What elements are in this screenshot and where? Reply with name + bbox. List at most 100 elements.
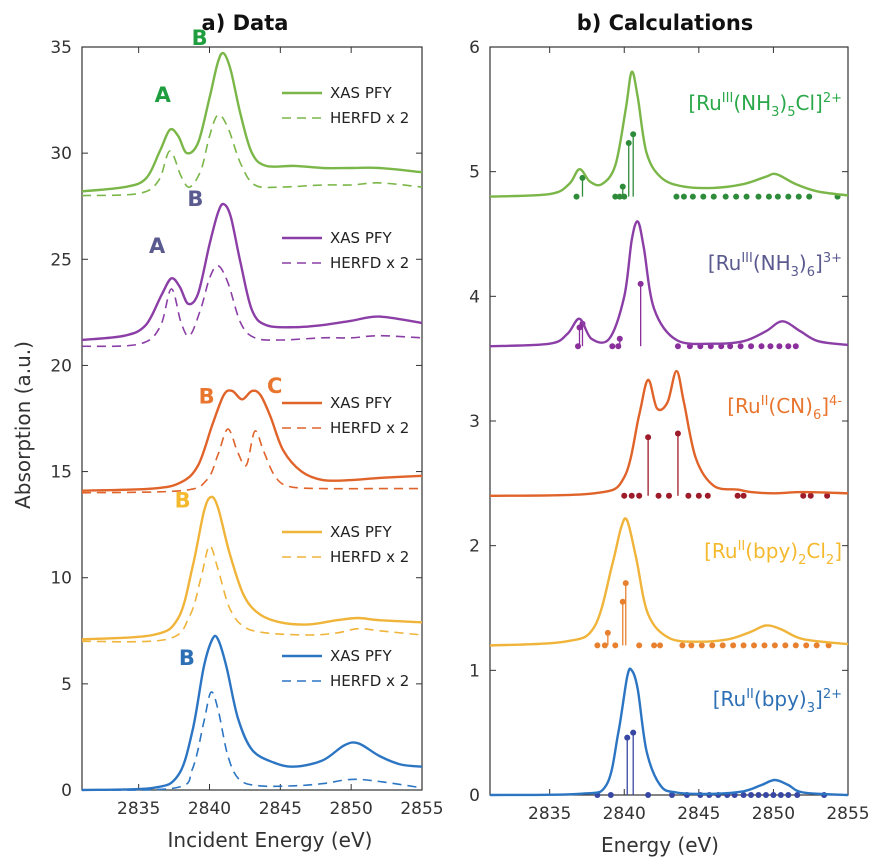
- panel-a-title: a) Data: [202, 11, 289, 35]
- panel-a-x-axis-label: Incident Energy (eV): [168, 828, 373, 852]
- transition-stick-head: [674, 430, 681, 437]
- stick-dot: [767, 343, 774, 350]
- panel-b-y-tick-label: 1: [469, 661, 480, 681]
- stick-dot: [777, 792, 784, 798]
- panel-b-title: b) Calculations: [577, 11, 754, 35]
- stick-dot: [737, 343, 744, 350]
- panel-b-y-tick-label: 5: [469, 163, 480, 183]
- legend-entry: XAS PFY: [330, 84, 393, 102]
- stick-dot: [727, 343, 734, 350]
- peak-label-b: B: [187, 187, 203, 211]
- stick-dot: [609, 343, 616, 350]
- panel-a-y-tick-label: 20: [50, 356, 72, 376]
- stick-dot: [800, 492, 807, 499]
- panel-a-x-tick-label: 2845: [259, 799, 302, 819]
- panel-b-x-tick-label: 2840: [603, 804, 646, 824]
- series-line-blue-pfy: [81, 634, 423, 792]
- series-line-yellow-pfy: [81, 495, 423, 641]
- stick-dot: [807, 492, 814, 499]
- stick-dot: [794, 792, 801, 798]
- stick-dot: [824, 492, 831, 499]
- stick-dot: [689, 193, 696, 200]
- transition-stick-head: [645, 434, 652, 441]
- transition-stick-head: [630, 729, 637, 736]
- stick-dot: [755, 792, 762, 798]
- peak-label-b: B: [192, 26, 208, 50]
- stick-dot: [666, 492, 672, 499]
- panel-a-x-tick-label: 2835: [117, 799, 160, 819]
- stick-dot: [730, 642, 737, 649]
- panel-a-y-tick-label: 5: [61, 675, 72, 695]
- compound-label: [RuII(bpy)3]2+: [713, 687, 842, 716]
- panel-a-axes: 2835 2840 2845 2850 2855 0 5 10 15 20 25 30 35: [50, 38, 443, 819]
- series-line-blue-herfd: [81, 691, 423, 791]
- stick-dot: [758, 343, 765, 350]
- panel-a-x-tick-label: 2850: [330, 799, 373, 819]
- panel-b-axes-box: [489, 46, 849, 796]
- stick-dot: [612, 193, 619, 200]
- transition-stick-head: [622, 580, 629, 587]
- panel-a-x-tick-label: 2840: [188, 799, 231, 819]
- stick-dot: [792, 642, 799, 649]
- stick-dot: [770, 792, 777, 798]
- compound-label: [RuIII(NH3)5Cl]2+: [688, 91, 842, 120]
- stick-dot: [695, 492, 702, 499]
- peak-label-b: B: [175, 489, 191, 513]
- panel-a-y-tick-label: 15: [50, 463, 72, 483]
- panel-b-x-axis-label: Energy (eV): [601, 833, 719, 857]
- legend-entry: XAS PFY: [330, 523, 393, 541]
- panel-a-y-tick-label: 30: [50, 144, 72, 164]
- series-line-orange-herfd: [81, 428, 422, 494]
- panel-a-y-tick-label: 35: [50, 38, 72, 58]
- panel-a-y-axis-label: Absorption (a.u.): [11, 341, 35, 509]
- stick-dot: [740, 492, 747, 499]
- stick-dot: [806, 193, 813, 200]
- panel-b-x-tick-label: 2850: [752, 804, 795, 824]
- transition-stick-head: [619, 598, 626, 605]
- stick-dot: [674, 343, 681, 350]
- stick-dot: [743, 193, 750, 200]
- stick-dot: [710, 193, 717, 200]
- stick-dot: [719, 642, 726, 649]
- calc-spectrum-blue: [489, 667, 849, 797]
- stick-dot: [792, 343, 799, 350]
- compound-label: [RuII(bpy)2Cl2]: [704, 539, 842, 568]
- stick-dot: [825, 642, 832, 649]
- stick-dot: [734, 492, 741, 499]
- panel-a-y-tick-label: 0: [61, 781, 72, 801]
- compound-label: [RuIII(NH3)6]3+: [708, 251, 842, 280]
- panel-a-y-tick-label: 25: [50, 250, 72, 270]
- series-line-green-pfy: [81, 51, 423, 193]
- peak-label-b: B: [179, 646, 195, 670]
- stick-dot: [765, 193, 772, 200]
- stick-dot: [785, 792, 792, 798]
- panel-a-y-tick-label: 10: [50, 569, 72, 589]
- stick-dot: [668, 792, 675, 798]
- stick-dot: [607, 792, 614, 798]
- stick-dot: [621, 492, 628, 499]
- panel-b-plot-area: [RuIII(NH3)5Cl]2+ [RuIII(NH3)6]3+ [RuII(CN…: [489, 70, 849, 798]
- stick-dot: [612, 642, 619, 649]
- legend-entry: HERFD x 2: [330, 109, 409, 127]
- panel-b-calculations: b) Calculations Energy (eV) 2835 2840 2845…: [469, 11, 869, 857]
- transition-stick-head: [619, 183, 626, 190]
- stick-dot: [761, 642, 768, 649]
- panel-b-y-tick-label: 2: [469, 537, 480, 557]
- panel-a-x-tick-label: 2855: [400, 799, 443, 819]
- calc-spectrum-orange: [489, 369, 849, 497]
- stick-dot: [733, 193, 740, 200]
- legend-entry: HERFD x 2: [330, 254, 409, 272]
- stick-dot: [774, 193, 781, 200]
- stick-dot: [636, 492, 643, 499]
- stick-dot: [628, 492, 635, 499]
- transition-stick-head: [616, 335, 623, 342]
- series-line-yellow-herfd: [81, 545, 423, 643]
- panel-b-y-tick-label: 4: [469, 287, 480, 307]
- stick-dot: [722, 193, 729, 200]
- stick-dot: [740, 642, 747, 649]
- peak-label-c: C: [267, 374, 282, 398]
- legend-entry: XAS PFY: [330, 229, 393, 247]
- stick-dot: [657, 642, 664, 649]
- stick-dot: [636, 642, 643, 649]
